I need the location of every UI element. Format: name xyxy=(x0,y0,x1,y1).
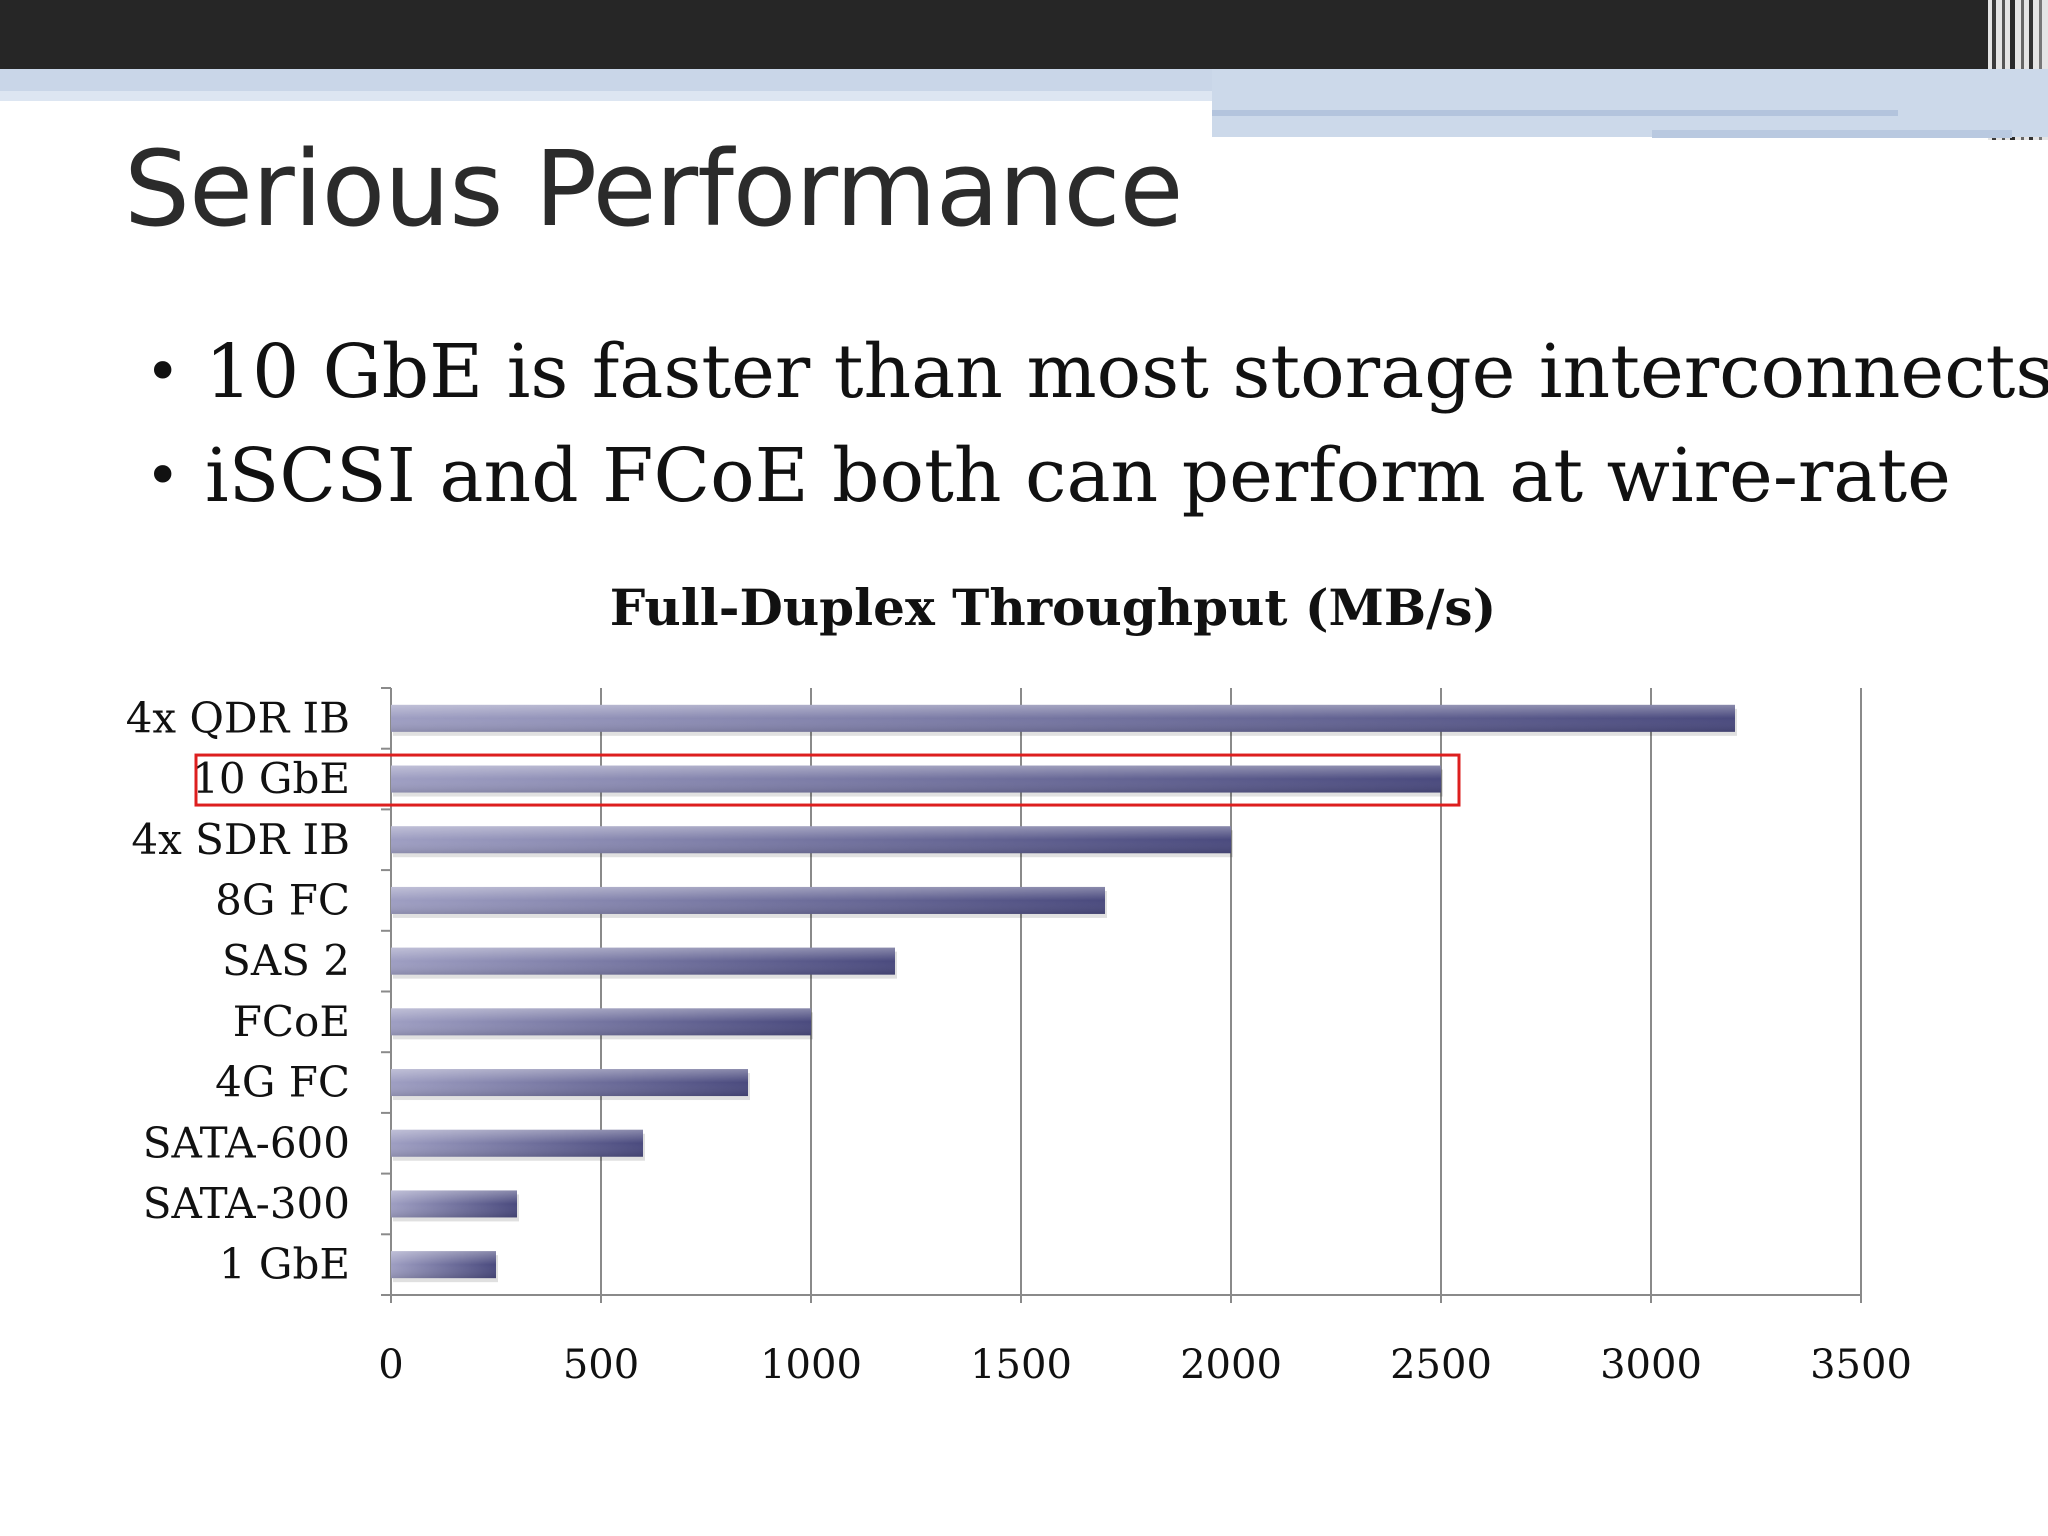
x-tick-label: 500 xyxy=(563,1342,639,1388)
category-label: 4x SDR IB xyxy=(131,815,350,864)
category-label: 8G FC xyxy=(215,875,350,924)
bar-shine xyxy=(391,947,895,975)
x-tick-label: 1500 xyxy=(970,1342,1072,1388)
highlight-box xyxy=(194,753,1461,807)
bar-shine xyxy=(391,1008,811,1036)
category-label: SATA-300 xyxy=(143,1179,350,1228)
bullet-text: iSCSI and FCoE both can perform at wire-… xyxy=(205,433,1951,519)
bullet-text: 10 GbE is faster than most storage inter… xyxy=(205,329,2048,415)
bar-shine xyxy=(391,1251,496,1279)
highlight-layer xyxy=(194,753,1461,807)
bar-shine xyxy=(391,886,1105,914)
category-label: 1 GbE xyxy=(219,1240,350,1289)
bar-shine xyxy=(391,704,1735,732)
category-label: 4x QDR IB xyxy=(126,693,350,742)
accent-line xyxy=(1212,110,1898,116)
bar-shine xyxy=(391,826,1231,854)
x-tick-label: 3000 xyxy=(1600,1342,1702,1388)
accent-band-right xyxy=(1212,69,2048,137)
x-tick-label: 2500 xyxy=(1390,1342,1492,1388)
bullet-marker: • xyxy=(145,441,181,511)
bars xyxy=(391,704,1737,1283)
category-label: SAS 2 xyxy=(222,936,350,985)
x-tick-label: 2000 xyxy=(1180,1342,1282,1388)
accent-line-short xyxy=(1652,130,2012,138)
bar-shine xyxy=(391,1129,643,1157)
bullet-item: • 10 GbE is faster than most storage int… xyxy=(145,320,2048,424)
bar-shine xyxy=(391,1069,748,1097)
category-label: 4G FC xyxy=(215,1058,350,1107)
x-tick-label: 1000 xyxy=(760,1342,862,1388)
x-tick-label: 0 xyxy=(378,1342,403,1388)
category-label: FCoE xyxy=(233,997,350,1046)
category-labels: 4x QDR IB 10 GbE 4x SDR IB 8G FC SAS 2 FCoE 4G… xyxy=(126,693,350,1288)
accent-band-left-light xyxy=(0,91,1212,101)
bullet-item: • iSCSI and FCoE both can perform at wir… xyxy=(145,424,2048,528)
accent-band-left xyxy=(0,69,1212,91)
slide-title: Serious Performance xyxy=(124,128,1183,250)
x-tick-labels: 0 500 1000 1500 2000 2500 3000 3500 xyxy=(378,1342,1912,1388)
category-label: 10 GbE xyxy=(192,754,350,803)
category-label: SATA-600 xyxy=(143,1118,350,1167)
top-bar xyxy=(0,0,2048,69)
bar-shine xyxy=(391,765,1441,793)
bullet-marker: • xyxy=(145,337,181,407)
bar-shine xyxy=(391,1190,517,1218)
x-tick-label: 3500 xyxy=(1810,1342,1912,1388)
chart-title: Full-Duplex Throughput (MB/s) xyxy=(609,578,1497,637)
bullet-list: • 10 GbE is faster than most storage int… xyxy=(145,320,2048,528)
